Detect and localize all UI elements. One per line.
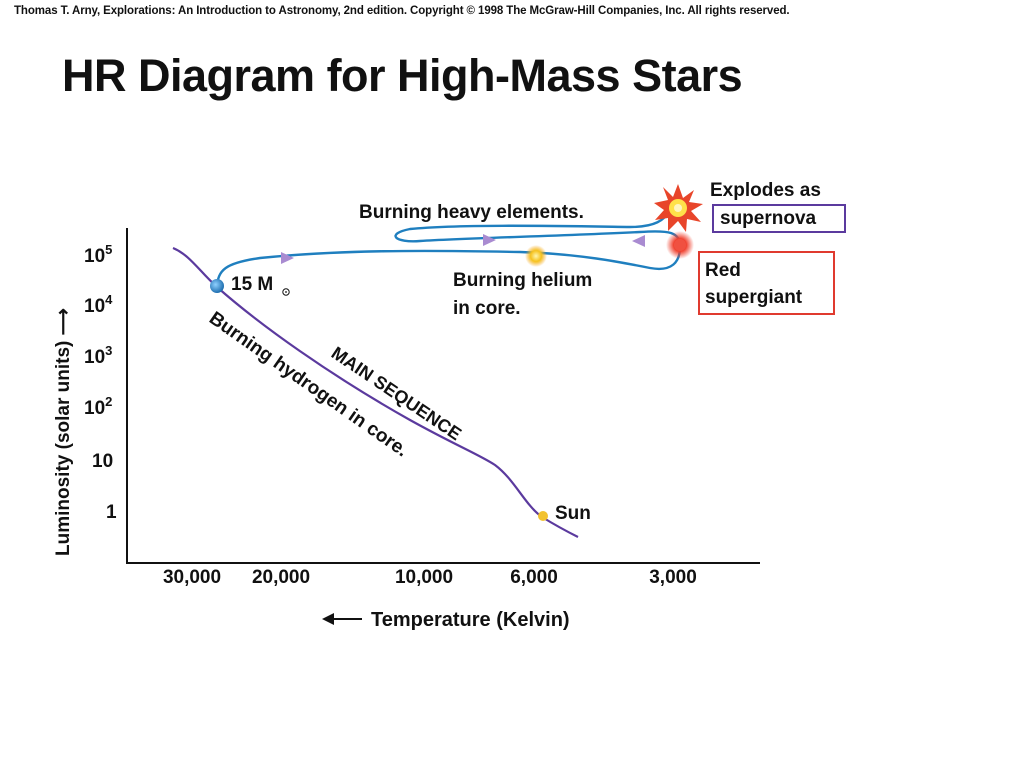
red-supergiant-label-2: supergiant: [705, 287, 803, 308]
start-star-icon: [210, 279, 224, 293]
red-supergiant-box: [698, 251, 835, 315]
evolution-track: [215, 209, 682, 288]
x-tick-10000: 10,000: [395, 567, 453, 588]
sun-label: Sun: [555, 503, 591, 524]
y-tick-1: 1: [106, 502, 117, 523]
x-tick-20000: 20,000: [252, 567, 310, 588]
supernova-label: supernova: [720, 208, 817, 229]
x-tick-30000: 30,000: [163, 567, 221, 588]
mass-label: 15 M: [231, 274, 273, 295]
x-tick-6000: 6,000: [510, 567, 558, 588]
x-axis-label: Temperature (Kelvin): [371, 609, 570, 631]
y-tick-1e2: 102: [84, 394, 112, 419]
main-sequence-label: MAIN SEQUENCE: [328, 343, 465, 445]
y-tick-10: 10: [92, 451, 113, 472]
red-supergiant-label-1: Red: [705, 260, 741, 281]
solar-symbol-icon: [282, 288, 290, 296]
track-arrow-icon: [281, 252, 294, 264]
helium-star-icon: [525, 245, 547, 267]
y-tick-1e3: 103: [84, 343, 112, 368]
page-title: HR Diagram for High-Mass Stars: [62, 50, 743, 101]
track-arrow-icon: [632, 235, 645, 247]
track-arrow-icon: [483, 234, 496, 246]
explodes-as-label: Explodes as: [710, 180, 821, 201]
y-tick-1e5: 105: [84, 242, 112, 267]
burning-heavy-label: Burning heavy elements.: [359, 202, 584, 223]
left-arrow-icon: [322, 613, 362, 625]
burning-helium-label-1: Burning helium: [453, 270, 592, 291]
sun-dot-icon: [538, 511, 548, 521]
copyright-notice: Thomas T. Arny, Explorations: An Introdu…: [14, 5, 790, 17]
x-tick-3000: 3,000: [649, 567, 697, 588]
y-tick-1e4: 104: [84, 292, 113, 317]
y-axis-label: Luminosity (solar units) ⟶: [53, 308, 74, 556]
burning-helium-label-2: in core.: [453, 298, 521, 319]
supernova-box: [712, 204, 846, 233]
